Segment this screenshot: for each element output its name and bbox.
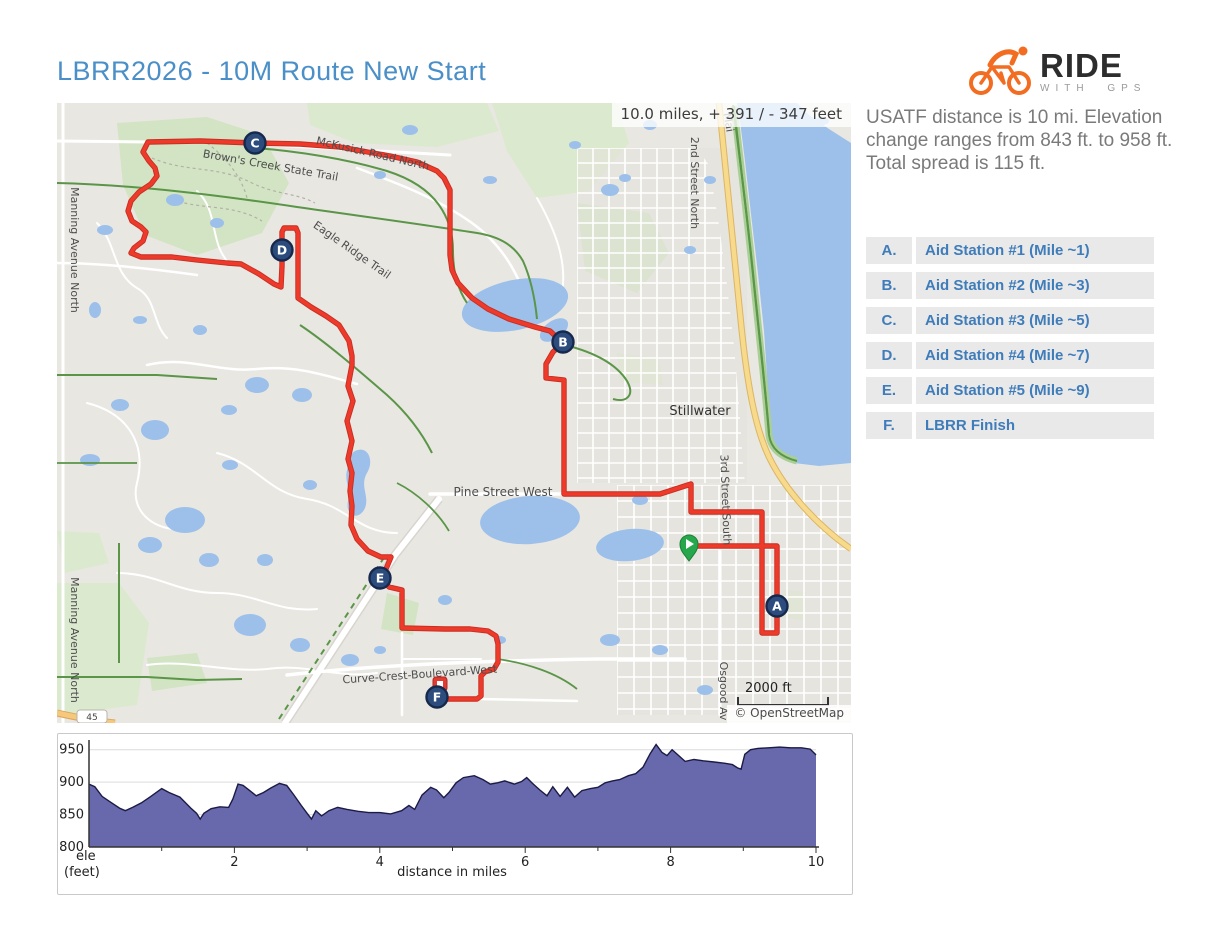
map-marker-D[interactable]: D — [270, 238, 294, 262]
street-label: 2nd Street North — [688, 137, 701, 229]
y-tick-label: 850 — [59, 808, 84, 823]
legend-row[interactable]: D. Aid Station #4 (Mile ~7) — [866, 342, 1154, 369]
legend-row[interactable]: F. LBRR Finish — [866, 412, 1154, 439]
legend-letter: B. — [866, 272, 912, 299]
ridewithgps-logo[interactable]: RIDE WITH GPS — [968, 42, 1178, 102]
page-title: LBRR2026 - 10M Route New Start — [57, 56, 487, 86]
legend-row[interactable]: A. Aid Station #1 (Mile ~1) — [866, 237, 1154, 264]
route-map[interactable]: 45 McKusick Road North Brown's Creek State… — [57, 103, 851, 723]
route-start-pin[interactable] — [679, 534, 699, 562]
elevation-area[interactable] — [89, 744, 816, 848]
legend-letter: F. — [866, 412, 912, 439]
poi-legend: A. Aid Station #1 (Mile ~1) B. Aid Stati… — [866, 237, 1154, 447]
street-label: Manning Avenue North — [68, 187, 81, 313]
logo-sub-text: WITH GPS — [1040, 82, 1147, 94]
legend-row[interactable]: E. Aid Station #5 (Mile ~9) — [866, 377, 1154, 404]
legend-label: Aid Station #3 (Mile ~5) — [916, 307, 1154, 334]
scale-label: 2000 ft — [745, 681, 792, 696]
svg-text:45: 45 — [86, 713, 97, 723]
highway-shield: 45 — [76, 709, 108, 723]
map-marker-E[interactable]: E — [368, 566, 392, 590]
map-marker-C[interactable]: C — [243, 131, 267, 155]
legend-label: Aid Station #4 (Mile ~7) — [916, 342, 1154, 369]
route-stats-overlay: 10.0 miles, + 391 / - 347 feet — [611, 103, 851, 127]
legend-label: Aid Station #1 (Mile ~1) — [916, 237, 1154, 264]
street-label: Osgood Av — [717, 662, 730, 721]
x-tick-label: 10 — [808, 855, 825, 870]
x-tick-label: 8 — [666, 855, 674, 870]
logo-brand-text: RIDE — [1040, 46, 1123, 84]
legend-label: Aid Station #5 (Mile ~9) — [916, 377, 1154, 404]
legend-letter: D. — [866, 342, 912, 369]
legend-letter: A. — [866, 237, 912, 264]
map-marker-B[interactable]: B — [551, 330, 575, 354]
osm-attribution-link[interactable]: © OpenStreetMap — [727, 705, 851, 723]
legend-row[interactable]: B. Aid Station #2 (Mile ~3) — [866, 272, 1154, 299]
street-label: Stillwater — [669, 404, 731, 419]
map-marker-F[interactable]: F — [425, 685, 449, 709]
map-marker-A[interactable]: A — [765, 594, 789, 618]
y-tick-label: 900 — [59, 775, 84, 790]
x-tick-label: 4 — [376, 855, 384, 870]
x-tick-label: 2 — [230, 855, 238, 870]
x-axis-label: distance in miles — [397, 865, 507, 880]
y-axis-label: ele — [76, 849, 96, 864]
svg-text:F: F — [433, 690, 442, 705]
svg-text:C: C — [250, 136, 259, 151]
x-tick-label: 6 — [521, 855, 529, 870]
elevation-profile[interactable]: 800 850 900 950 2 4 6 8 10 ele (feet) distance i… — [57, 733, 853, 895]
cyclist-logo-icon — [968, 43, 1034, 102]
legend-label: LBRR Finish — [916, 412, 1154, 439]
map-scale-bar: 2000 ft — [737, 681, 829, 706]
svg-text:E: E — [376, 571, 385, 586]
y-tick-label: 800 — [59, 840, 84, 855]
street-label: 3rd Street South — [717, 454, 733, 545]
y-axis-label: (feet) — [64, 865, 100, 880]
route-description: USATF distance is 10 mi. Elevation chang… — [866, 107, 1173, 174]
legend-row[interactable]: C. Aid Station #3 (Mile ~5) — [866, 307, 1154, 334]
legend-letter: E. — [866, 377, 912, 404]
legend-letter: C. — [866, 307, 912, 334]
y-tick-label: 950 — [59, 743, 84, 758]
svg-text:A: A — [772, 599, 782, 614]
street-label: Manning Avenue North — [68, 577, 81, 703]
street-label: Pine Street West — [454, 485, 553, 499]
svg-text:D: D — [277, 243, 287, 258]
svg-text:B: B — [558, 335, 568, 350]
legend-label: Aid Station #2 (Mile ~3) — [916, 272, 1154, 299]
